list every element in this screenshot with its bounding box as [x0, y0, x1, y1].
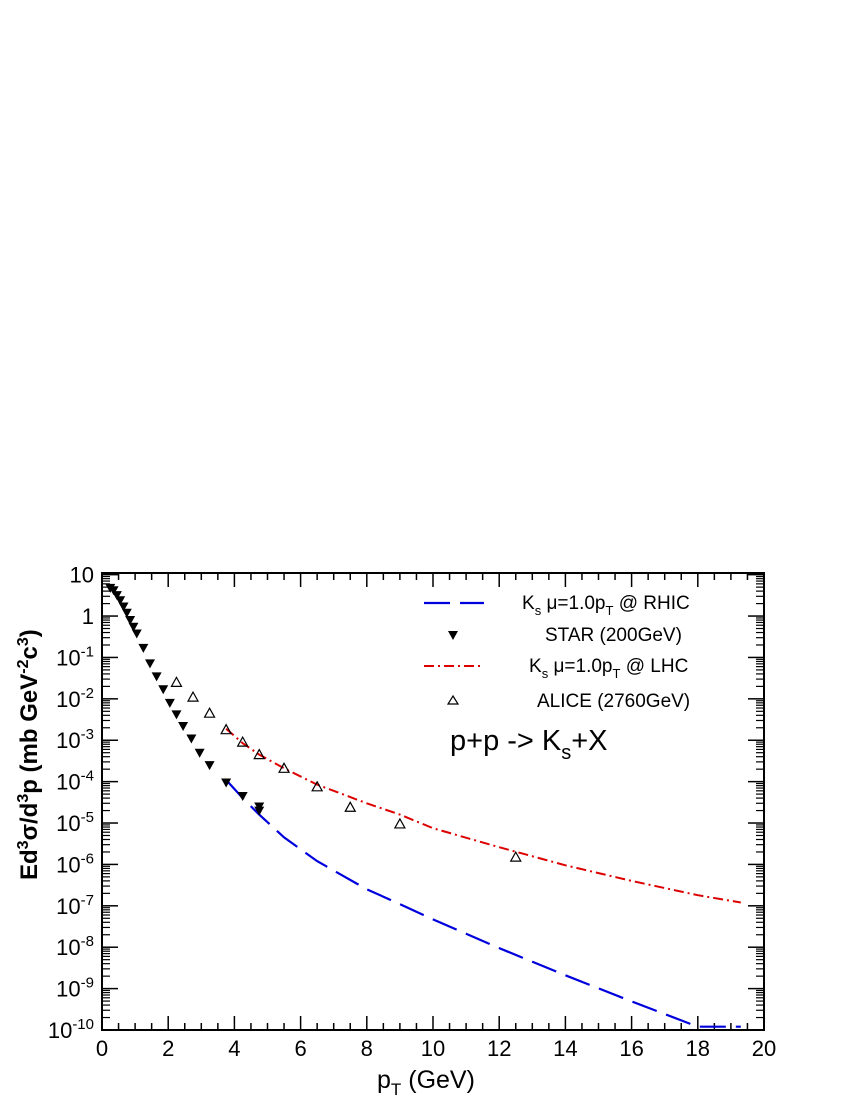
y-tick-label: 10-8 [56, 933, 94, 960]
lhc-curve [225, 727, 741, 904]
star-data-point [138, 643, 149, 653]
y-tick-label: 10-4 [56, 768, 94, 795]
alice-data-point [311, 780, 324, 792]
x-tick-label: 6 [294, 1036, 306, 1061]
alice-data-point [187, 690, 200, 702]
y-tick-label: 10-10 [48, 1016, 94, 1043]
star-data-point [164, 698, 175, 708]
alice-data-point [509, 850, 522, 862]
star-data-point [178, 722, 189, 732]
alice-data-point [203, 706, 216, 718]
x-tick-label: 0 [96, 1036, 108, 1061]
axis-ticks [101, 573, 765, 1031]
reaction-annotation: p+p -> Ks+X [450, 725, 608, 764]
y-tick-label: 1 [82, 604, 94, 629]
star-data-point [254, 806, 265, 816]
star-data-point [144, 659, 155, 669]
star-data-point [237, 791, 248, 801]
star-data-point [204, 761, 215, 771]
star-data-point [151, 672, 162, 682]
star-data-point [194, 748, 205, 758]
alice-data-point [278, 762, 291, 773]
legend-label-alice: ALICE (2760GeV) [537, 691, 690, 712]
star-data-point [115, 596, 126, 606]
legend-label-lhc: Ks μ=1.0pT @ LHC [529, 656, 688, 681]
legend-label-star: STAR (200GeV) [545, 625, 682, 646]
alice-data-point [236, 735, 249, 747]
x-tick-label: 20 [752, 1036, 776, 1061]
x-tick-label: 14 [553, 1036, 577, 1061]
x-tick-label: 12 [487, 1036, 511, 1061]
star-data-point [128, 622, 139, 632]
x-tick-label: 18 [686, 1036, 710, 1061]
star-data-point [171, 710, 182, 720]
x-tick-label: 2 [162, 1036, 174, 1061]
star-data-point [221, 778, 232, 788]
star-data-point [121, 608, 132, 618]
legend: Ks μ=1.0pT @ RHIC STAR (200GeV) Ks μ=1.0… [424, 593, 690, 712]
series-layer [105, 583, 741, 1028]
legend-swatch-star [448, 631, 458, 640]
alice-data-point [170, 676, 183, 687]
star-data-point [125, 616, 136, 626]
star-data-point [131, 629, 142, 639]
star-data-point [111, 591, 122, 601]
y-tick-label: 10-1 [56, 643, 94, 670]
y-tick-labels: 10 1 10-1 10-2 10-3 10-4 10-5 10-6 10-7 10-8 10-9 1… [48, 563, 94, 1043]
x-tick-label: 4 [228, 1036, 240, 1061]
star-data-point [186, 734, 197, 744]
x-tick-label: 8 [361, 1036, 373, 1061]
rhic-curve [225, 779, 741, 1028]
alice-data-point [344, 801, 357, 812]
y-axis-title: Ed3σ/d3p (mb GeV-2c3) [15, 629, 43, 880]
alice-data-point [393, 817, 406, 829]
legend-label-rhic: Ks μ=1.0pT @ RHIC [522, 593, 690, 618]
x-tick-label: 16 [619, 1036, 643, 1061]
y-tick-label: 10-7 [56, 892, 94, 919]
star-data-point [118, 602, 129, 612]
x-axis-title: pT (GeV) [377, 1066, 475, 1099]
alice-data-point [220, 723, 233, 735]
y-tick-label: 10-3 [56, 726, 94, 753]
x-tick-labels: 0 2 4 6 8 10 12 14 16 18 20 [96, 1036, 776, 1061]
alice-data-point [253, 748, 266, 760]
star-data-point [158, 685, 169, 695]
y-tick-label: 10-2 [56, 685, 94, 712]
y-tick-label: 10-5 [56, 809, 94, 836]
legend-swatch-alice [446, 694, 460, 705]
star-data-point [108, 586, 119, 596]
y-tick-label: 10-6 [56, 850, 94, 877]
y-tick-label: 10 [70, 563, 94, 588]
y-tick-label: 10-9 [56, 975, 94, 1002]
x-tick-label: 10 [421, 1036, 445, 1061]
